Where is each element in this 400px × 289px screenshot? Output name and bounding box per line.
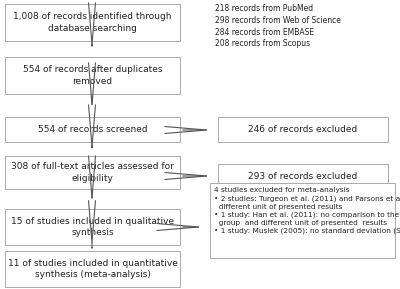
FancyBboxPatch shape [210,183,395,258]
FancyBboxPatch shape [5,209,180,245]
Text: 15 of studies included in qualitative
synthesis: 15 of studies included in qualitative sy… [11,216,174,237]
Text: 4 studies excluded for meta-analysis
• 2 studies: Turgeon et al. (2011) and Pars: 4 studies excluded for meta-analysis • 2… [214,187,400,234]
Text: 246 of records excluded: 246 of records excluded [248,125,358,134]
Text: 218 records from PubMed
298 records from Web of Science
284 records from EMBASE
: 218 records from PubMed 298 records from… [215,4,341,48]
Text: 308 of full-text articles assessed for
eligibility: 308 of full-text articles assessed for e… [11,162,174,183]
Text: 1,008 of records identified through
database searching: 1,008 of records identified through data… [13,12,172,33]
Text: 293 of records excluded: 293 of records excluded [248,172,358,181]
FancyBboxPatch shape [5,4,180,41]
Text: 554 of records screened: 554 of records screened [38,125,147,134]
FancyBboxPatch shape [218,117,388,142]
FancyBboxPatch shape [5,57,180,94]
FancyBboxPatch shape [218,164,388,189]
FancyBboxPatch shape [5,117,180,142]
Text: 554 of records after duplicates
removed: 554 of records after duplicates removed [23,65,162,86]
FancyBboxPatch shape [5,156,180,189]
FancyBboxPatch shape [5,251,180,287]
Text: 11 of studies included in quantitative
synthesis (meta-analysis): 11 of studies included in quantitative s… [8,259,178,279]
